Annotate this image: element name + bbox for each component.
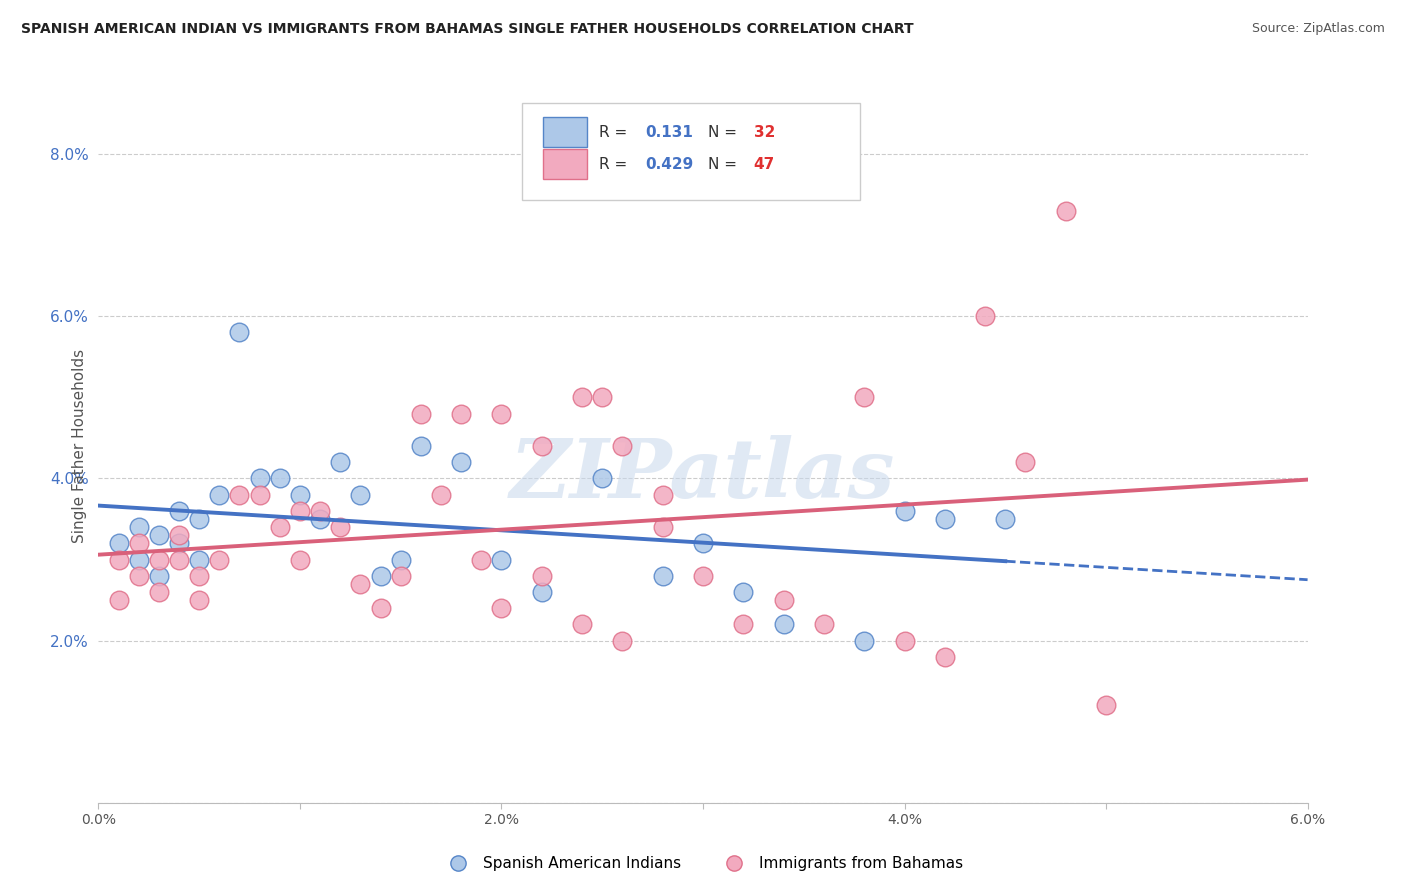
Point — [430, 488, 453, 502]
Point — [409, 439, 432, 453]
Point — [249, 471, 271, 485]
Text: N =: N = — [707, 125, 742, 139]
Point — [329, 520, 352, 534]
Point — [571, 617, 593, 632]
Point — [370, 601, 392, 615]
Point — [188, 552, 211, 566]
Point — [692, 536, 714, 550]
Point — [167, 536, 190, 550]
Point — [269, 471, 291, 485]
Point — [208, 488, 231, 502]
Point — [148, 552, 170, 566]
Point — [188, 593, 211, 607]
FancyBboxPatch shape — [522, 103, 860, 200]
Point — [974, 310, 997, 324]
Point — [692, 568, 714, 582]
Point — [651, 488, 673, 502]
Point — [409, 407, 432, 421]
Point — [530, 568, 553, 582]
Point — [167, 528, 190, 542]
Point — [329, 455, 352, 469]
Legend: Spanish American Indians, Immigrants from Bahamas: Spanish American Indians, Immigrants fro… — [437, 850, 969, 877]
Point — [813, 617, 835, 632]
Point — [288, 504, 311, 518]
Point — [994, 512, 1017, 526]
Text: R =: R = — [599, 125, 633, 139]
Point — [591, 471, 613, 485]
Point — [491, 552, 513, 566]
Point — [530, 585, 553, 599]
Text: 0.429: 0.429 — [645, 157, 693, 171]
Text: 47: 47 — [754, 157, 775, 171]
Point — [249, 488, 271, 502]
Point — [470, 552, 492, 566]
Point — [188, 568, 211, 582]
Point — [288, 552, 311, 566]
Point — [772, 593, 794, 607]
Point — [893, 633, 915, 648]
Point — [389, 568, 412, 582]
Point — [107, 552, 129, 566]
Point — [571, 390, 593, 404]
Point — [389, 552, 412, 566]
Point — [853, 390, 876, 404]
Point — [1014, 455, 1036, 469]
Point — [934, 649, 956, 664]
Point — [612, 633, 634, 648]
Point — [853, 633, 876, 648]
Point — [1054, 203, 1077, 218]
Point — [733, 585, 755, 599]
Point — [228, 488, 250, 502]
Point — [651, 520, 673, 534]
Point — [167, 552, 190, 566]
Point — [491, 601, 513, 615]
Point — [349, 488, 371, 502]
Point — [491, 407, 513, 421]
FancyBboxPatch shape — [543, 117, 586, 147]
Point — [934, 512, 956, 526]
Point — [530, 439, 553, 453]
Point — [309, 504, 332, 518]
Point — [188, 512, 211, 526]
Text: SPANISH AMERICAN INDIAN VS IMMIGRANTS FROM BAHAMAS SINGLE FATHER HOUSEHOLDS CORR: SPANISH AMERICAN INDIAN VS IMMIGRANTS FR… — [21, 22, 914, 37]
Point — [612, 439, 634, 453]
Point — [107, 536, 129, 550]
Point — [733, 617, 755, 632]
Point — [772, 617, 794, 632]
Y-axis label: Single Father Households: Single Father Households — [72, 349, 87, 543]
FancyBboxPatch shape — [543, 149, 586, 179]
Point — [1095, 698, 1118, 713]
Text: Source: ZipAtlas.com: Source: ZipAtlas.com — [1251, 22, 1385, 36]
Point — [148, 528, 170, 542]
Text: R =: R = — [599, 157, 633, 171]
Text: ZIPatlas: ZIPatlas — [510, 434, 896, 515]
Text: 32: 32 — [754, 125, 775, 139]
Point — [349, 577, 371, 591]
Point — [651, 568, 673, 582]
Point — [309, 512, 332, 526]
Point — [128, 536, 150, 550]
Point — [288, 488, 311, 502]
Point — [269, 520, 291, 534]
Point — [148, 585, 170, 599]
Point — [370, 568, 392, 582]
Point — [893, 504, 915, 518]
Point — [128, 552, 150, 566]
Point — [208, 552, 231, 566]
Text: N =: N = — [707, 157, 742, 171]
Point — [128, 568, 150, 582]
Point — [591, 390, 613, 404]
Point — [128, 520, 150, 534]
Point — [228, 326, 250, 340]
Point — [450, 455, 472, 469]
Point — [167, 504, 190, 518]
Point — [107, 593, 129, 607]
Point — [148, 568, 170, 582]
Text: 0.131: 0.131 — [645, 125, 693, 139]
Point — [450, 407, 472, 421]
